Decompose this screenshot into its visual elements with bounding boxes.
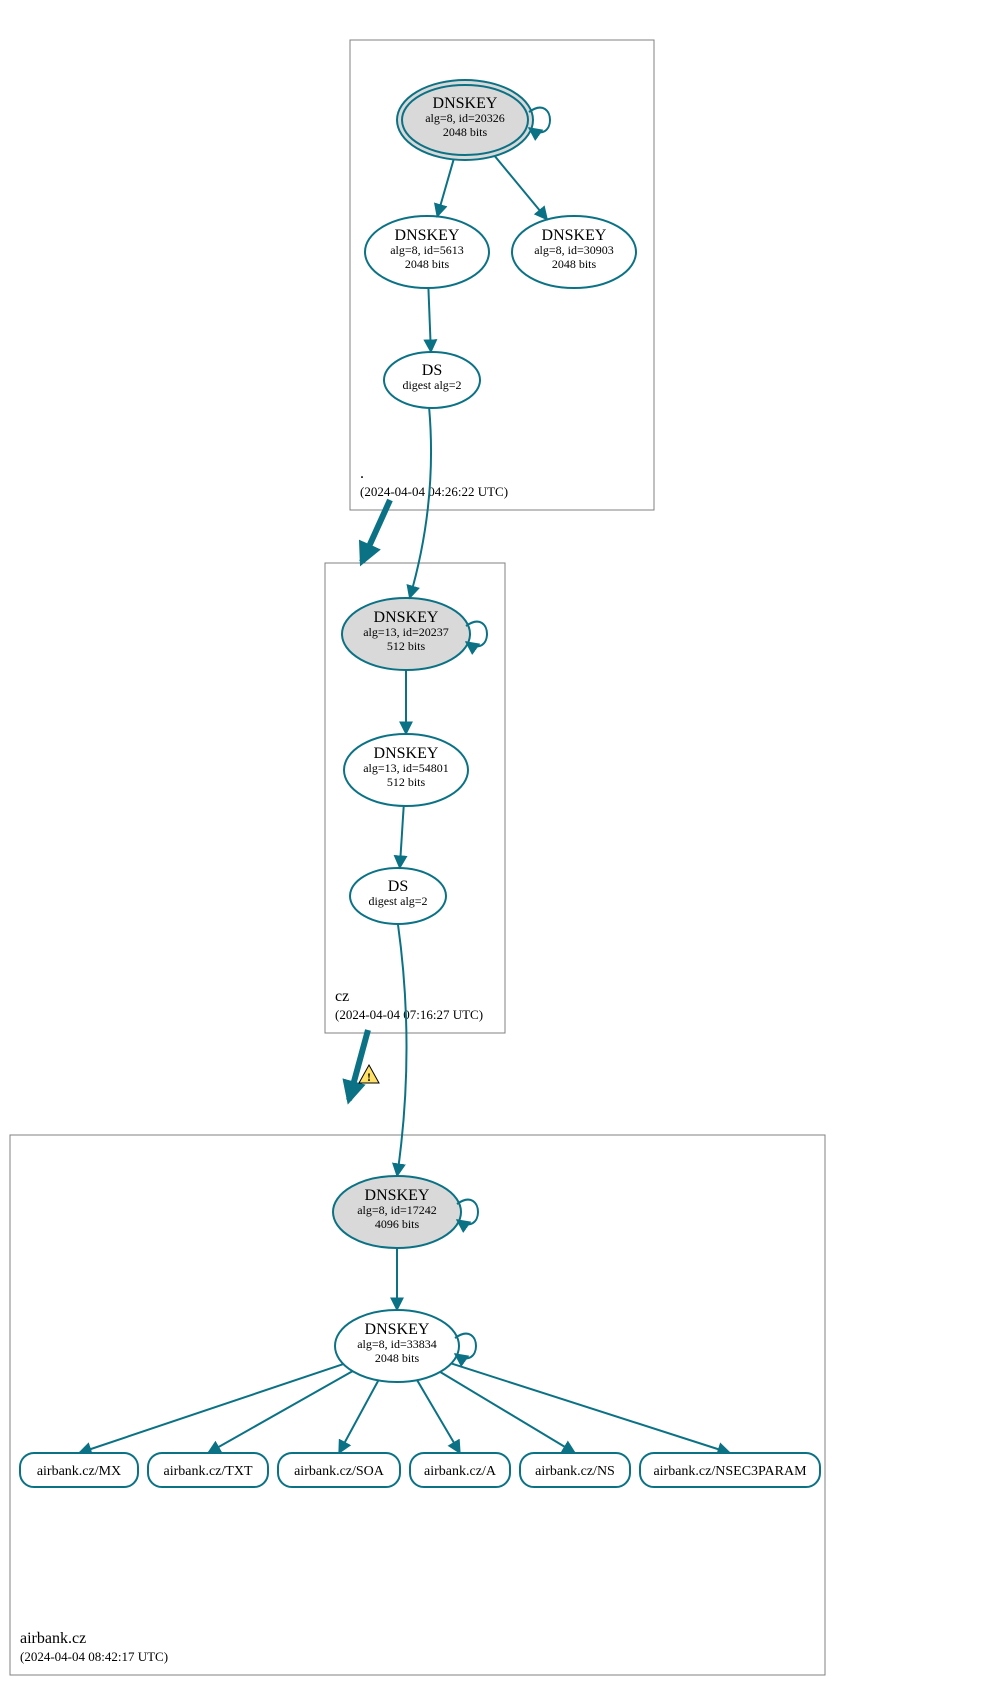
node-root_ksk-line2: 2048 bits — [443, 125, 488, 139]
edge-abzsk-rrset-5 — [451, 1363, 730, 1453]
edge-abzsk-rrset-4 — [440, 1372, 575, 1453]
node-ab_zsk-line0: DNSKEY — [365, 1321, 430, 1338]
node-cz_ksk-line1: alg=13, id=20237 — [363, 625, 449, 639]
edge-root_ksk-root_zsk2 — [495, 156, 547, 220]
node-root_ds-line1: digest alg=2 — [402, 378, 461, 392]
node-root_zsk1-line1: alg=8, id=5613 — [390, 243, 464, 257]
warning-icon: ! — [359, 1065, 379, 1084]
edge-abzsk-rrset-2 — [339, 1380, 378, 1453]
node-root_ksk-line1: alg=8, id=20326 — [425, 111, 505, 125]
node-cz_ds-line0: DS — [388, 878, 408, 895]
rrset-label-4: airbank.cz/NS — [535, 1464, 615, 1479]
delegation-edge-1 — [349, 1030, 368, 1100]
edge-root_ksk-root_zsk1 — [437, 159, 453, 216]
node-cz_zsk-line0: DNSKEY — [374, 745, 439, 762]
rrset-label-3: airbank.cz/A — [424, 1464, 497, 1479]
node-cz_zsk: DNSKEYalg=13, id=54801512 bits — [344, 734, 468, 806]
rrset-label-5: airbank.cz/NSEC3PARAM — [653, 1464, 807, 1479]
delegation-edge-0 — [362, 500, 390, 562]
node-ab_zsk: DNSKEYalg=8, id=338342048 bits — [335, 1310, 476, 1382]
node-root_ds: DSdigest alg=2 — [384, 352, 480, 408]
node-ab_zsk-line1: alg=8, id=33834 — [357, 1337, 437, 1351]
edge-abzsk-rrset-0 — [79, 1364, 343, 1453]
node-cz_ds-line1: digest alg=2 — [368, 894, 427, 908]
node-root_zsk2: DNSKEYalg=8, id=309032048 bits — [512, 216, 636, 288]
node-ab_ksk: DNSKEYalg=8, id=172424096 bits — [333, 1176, 478, 1248]
node-root_ds-line0: DS — [422, 362, 442, 379]
edge-cz_ds-ab_ksk — [397, 924, 406, 1176]
rrset-label-0: airbank.cz/MX — [37, 1464, 121, 1479]
warning-icon-mark: ! — [367, 1070, 371, 1084]
zone-timestamp-airbank: (2024-04-04 08:42:17 UTC) — [20, 1649, 168, 1664]
node-ab_ksk-line0: DNSKEY — [365, 1187, 430, 1204]
rrset-label-1: airbank.cz/TXT — [163, 1464, 252, 1479]
node-cz_ds: DSdigest alg=2 — [350, 868, 446, 924]
node-root_zsk2-line1: alg=8, id=30903 — [534, 243, 614, 257]
zone-label-cz: cz — [335, 988, 349, 1005]
node-root_zsk1-line0: DNSKEY — [395, 227, 460, 244]
node-ab_zsk-line2: 2048 bits — [375, 1351, 420, 1365]
node-root_zsk1: DNSKEYalg=8, id=56132048 bits — [365, 216, 489, 288]
node-cz_zsk-line1: alg=13, id=54801 — [363, 761, 449, 775]
node-root_ksk-line0: DNSKEY — [433, 95, 498, 112]
edge-root_ds-cz_ksk — [410, 408, 431, 598]
edge-abzsk-rrset-3 — [417, 1380, 460, 1453]
edge-abzsk-rrset-1 — [208, 1371, 353, 1453]
node-root_ksk: DNSKEYalg=8, id=203262048 bits — [397, 80, 550, 160]
node-ab_ksk-line1: alg=8, id=17242 — [357, 1203, 437, 1217]
node-cz_ksk-line0: DNSKEY — [374, 609, 439, 626]
node-root_zsk2-line0: DNSKEY — [542, 227, 607, 244]
node-root_zsk2-line2: 2048 bits — [552, 257, 597, 271]
zone-timestamp-root: (2024-04-04 04:26:22 UTC) — [360, 484, 508, 499]
node-cz_ksk-line2: 512 bits — [387, 639, 426, 653]
node-cz_zsk-line2: 512 bits — [387, 775, 426, 789]
node-cz_ksk: DNSKEYalg=13, id=20237512 bits — [342, 598, 487, 670]
edge-root_zsk1-root_ds — [428, 288, 431, 352]
zone-timestamp-cz: (2024-04-04 07:16:27 UTC) — [335, 1007, 483, 1022]
dnssec-diagram: . (2024-04-04 04:26:22 UTC) cz (2024-04-04 … — [0, 0, 1007, 1690]
zone-label-airbank: airbank.cz — [20, 1630, 86, 1647]
node-root_zsk1-line2: 2048 bits — [405, 257, 450, 271]
zone-label-root: . — [360, 465, 364, 482]
rrset-label-2: airbank.cz/SOA — [294, 1464, 385, 1479]
node-ab_ksk-line2: 4096 bits — [375, 1217, 420, 1231]
edge-cz_zsk-cz_ds — [400, 806, 404, 868]
